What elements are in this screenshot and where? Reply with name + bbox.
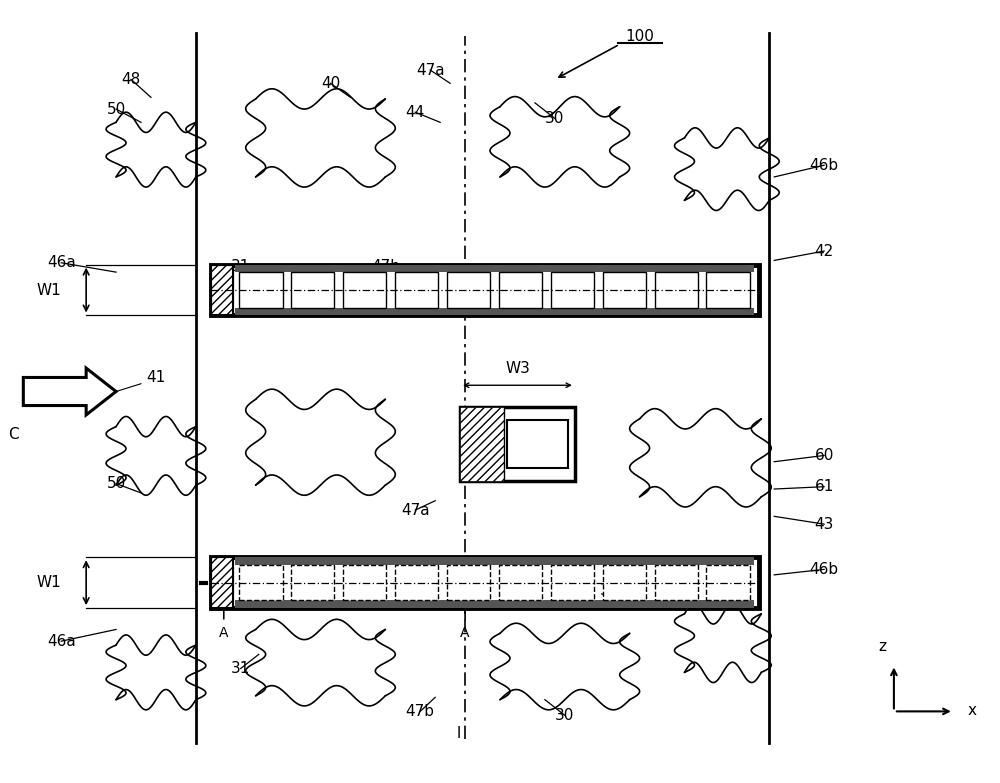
Bar <box>551 565 594 601</box>
Text: W3: W3 <box>505 361 530 376</box>
Text: 31: 31 <box>231 259 250 274</box>
Text: z: z <box>878 638 886 654</box>
Bar <box>655 565 698 601</box>
Text: A: A <box>460 626 470 640</box>
Bar <box>603 565 646 601</box>
Bar <box>499 565 542 601</box>
Bar <box>291 565 334 601</box>
Bar <box>507 420 568 468</box>
Bar <box>239 272 283 308</box>
Text: 60: 60 <box>814 448 834 463</box>
Bar <box>460 407 575 482</box>
Text: 50: 50 <box>106 102 126 117</box>
Text: x: x <box>967 703 976 718</box>
Text: 32: 32 <box>600 583 619 598</box>
Text: 47b: 47b <box>406 704 435 719</box>
Text: 30: 30 <box>555 708 575 723</box>
Text: 46a: 46a <box>47 633 76 648</box>
Bar <box>706 565 750 601</box>
Bar <box>447 272 490 308</box>
Polygon shape <box>23 368 116 415</box>
Text: W1: W1 <box>37 283 62 298</box>
Bar <box>211 557 759 608</box>
Text: 40: 40 <box>321 76 340 91</box>
Bar <box>343 565 386 601</box>
Text: l: l <box>457 726 461 741</box>
Text: 61: 61 <box>814 479 834 494</box>
Text: 30: 30 <box>545 111 565 126</box>
Bar <box>395 565 438 601</box>
Text: 32: 32 <box>605 290 624 305</box>
Bar <box>211 265 759 316</box>
Text: 46b: 46b <box>810 157 839 173</box>
Text: 47b: 47b <box>371 259 400 274</box>
Bar <box>239 565 283 601</box>
Bar <box>211 265 233 316</box>
Text: 31: 31 <box>231 661 250 676</box>
Text: 46a: 46a <box>47 255 76 270</box>
Text: 47a: 47a <box>416 63 445 78</box>
Text: 100: 100 <box>625 29 654 44</box>
Text: 42: 42 <box>814 244 834 258</box>
Text: 46b: 46b <box>810 562 839 577</box>
Bar <box>655 272 698 308</box>
Text: A: A <box>219 626 229 640</box>
Text: 48: 48 <box>121 72 141 87</box>
Bar <box>211 557 233 608</box>
Text: 47a: 47a <box>401 503 430 518</box>
Bar <box>343 272 386 308</box>
Bar <box>706 272 750 308</box>
Bar <box>447 565 490 601</box>
Text: 41: 41 <box>146 370 166 385</box>
Text: 43: 43 <box>814 517 834 532</box>
Bar <box>499 272 542 308</box>
Text: 50: 50 <box>106 476 126 491</box>
Bar <box>291 272 334 308</box>
Text: C: C <box>8 427 19 442</box>
Bar <box>395 272 438 308</box>
Bar <box>603 272 646 308</box>
Text: W1: W1 <box>37 576 62 590</box>
Bar <box>551 272 594 308</box>
Text: 44: 44 <box>406 105 425 120</box>
